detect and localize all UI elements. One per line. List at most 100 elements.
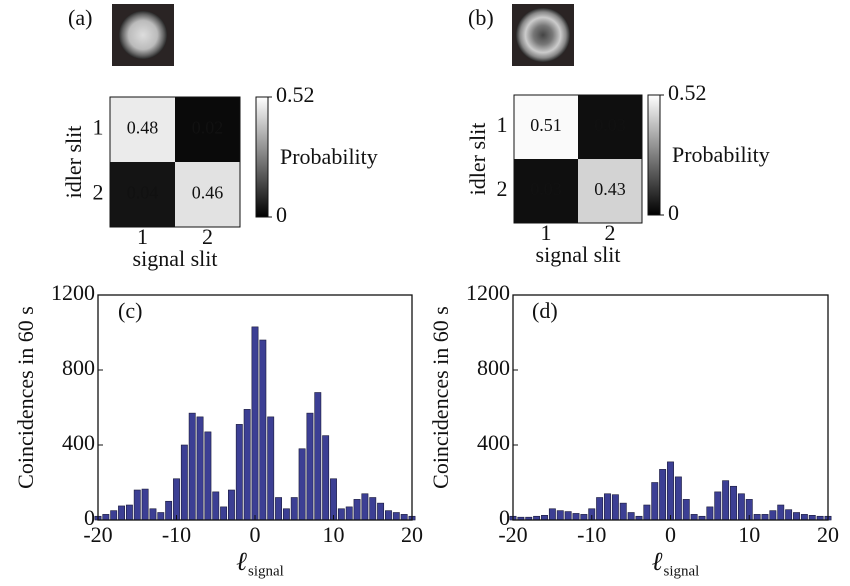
cell-value: 0.03 — [594, 115, 626, 135]
bar — [643, 504, 651, 521]
bar — [212, 491, 220, 521]
y-tick-label: 400 — [477, 430, 510, 455]
bar — [282, 508, 290, 521]
heatmap-cell — [110, 97, 175, 162]
bar — [392, 512, 400, 521]
x-tick-label: -20 — [498, 522, 527, 547]
x-tick-label: -10 — [162, 522, 191, 547]
bar — [682, 499, 690, 521]
colorbar-tick-label: 0.52 — [668, 80, 707, 105]
bar — [385, 510, 392, 521]
x-axis-label: signal slit — [536, 242, 621, 267]
x-axis-label-subscript: signal — [664, 563, 700, 579]
x-tick-label: 20 — [817, 522, 839, 547]
y-tick-label: 2 — [497, 176, 508, 201]
y-tick-label: 800 — [477, 355, 510, 380]
bar — [690, 514, 698, 521]
x-tick-label: 0 — [665, 522, 676, 547]
y-axis-label: idler slit — [465, 123, 490, 196]
x-axis-label-subscript: signal — [248, 563, 284, 579]
y-axis-label: Coincidences in 60 s — [13, 306, 38, 489]
y-tick-label: 1200 — [466, 280, 510, 305]
panel-label: (a) — [68, 5, 92, 30]
bar — [102, 514, 110, 521]
y-tick-label: 1 — [497, 112, 508, 137]
bar — [251, 326, 259, 521]
x-tick-label: 20 — [401, 522, 423, 547]
bar — [267, 416, 275, 521]
x-tick-label: 10 — [738, 522, 760, 547]
y-tick-label: 1 — [93, 115, 104, 140]
bar — [118, 505, 125, 521]
bar — [275, 497, 282, 521]
bar — [730, 485, 737, 521]
bar — [800, 514, 808, 521]
bar — [243, 409, 251, 521]
cell-value: 0.03 — [530, 179, 562, 199]
bar — [604, 493, 611, 521]
x-tick-label: -10 — [577, 522, 606, 547]
colorbar-tick-label: 0 — [276, 202, 287, 227]
y-tick-label: 0 — [84, 505, 95, 530]
cell-value: 0.04 — [127, 183, 159, 203]
bar — [235, 424, 243, 521]
y-axis-label: Coincidences in 60 s — [428, 306, 453, 489]
bar — [204, 431, 212, 521]
y-tick-label: 400 — [62, 430, 95, 455]
y-tick-label: 2 — [93, 180, 104, 205]
bar — [322, 435, 330, 521]
bar — [369, 497, 377, 521]
bar — [548, 508, 556, 521]
bar — [337, 508, 345, 521]
cell-value: 0.43 — [594, 179, 626, 199]
bar — [572, 513, 580, 521]
bar — [400, 514, 408, 521]
bar — [165, 500, 173, 521]
bar — [290, 497, 298, 521]
y-tick-label: 800 — [62, 355, 95, 380]
bar — [180, 444, 188, 521]
bar — [220, 506, 228, 521]
bar — [149, 508, 157, 521]
bar — [564, 511, 572, 521]
heatmap-cell — [175, 97, 240, 162]
bar — [345, 506, 353, 521]
colorbar-label: Probability — [672, 142, 770, 167]
bar — [196, 416, 204, 521]
bar — [306, 412, 314, 521]
x-tick-label: -20 — [83, 522, 112, 547]
bar — [667, 461, 674, 521]
colorbar — [255, 96, 269, 218]
heatmap-frame — [513, 94, 643, 224]
beam-profile — [119, 11, 167, 59]
bar — [314, 392, 322, 521]
bar — [753, 514, 761, 521]
beam-profile — [516, 8, 570, 62]
bar — [706, 506, 714, 521]
bar — [377, 502, 385, 521]
x-tick-label: 10 — [323, 522, 345, 547]
x-axis-label: ℓ — [652, 547, 663, 576]
bar — [651, 482, 659, 521]
heatmap-cell — [578, 159, 642, 223]
x-axis-label: ℓ — [236, 547, 247, 576]
colorbar — [647, 94, 661, 216]
bar — [596, 497, 604, 521]
colorbar-tick-label: 0.52 — [276, 82, 315, 107]
cell-value: 0.51 — [530, 115, 562, 135]
bar — [330, 478, 337, 521]
bar — [722, 480, 730, 521]
x-tick-label: 0 — [250, 522, 261, 547]
y-tick-label: 0 — [499, 505, 510, 530]
bar — [259, 339, 267, 521]
cell-value: 0.02 — [192, 118, 224, 138]
y-axis-label: idler slit — [61, 126, 86, 199]
bar — [777, 504, 785, 521]
x-tick-label: 2 — [202, 224, 213, 249]
x-axis-label: signal slit — [133, 246, 218, 271]
bar — [110, 510, 118, 521]
bar — [556, 510, 564, 521]
panel-label: (d) — [532, 298, 558, 323]
y-tick-label: 1200 — [51, 280, 95, 305]
bar — [627, 512, 635, 521]
